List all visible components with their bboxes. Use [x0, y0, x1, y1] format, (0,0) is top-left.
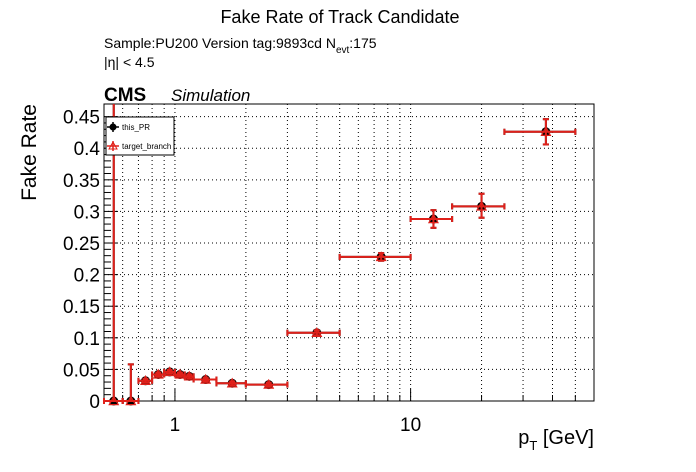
- data-point: [200, 373, 212, 384]
- data-point: [427, 213, 439, 224]
- x-axis-label-sub: T: [529, 438, 537, 453]
- y-tick-label: 0.3: [74, 202, 100, 223]
- y-tick-label: 0.45: [63, 108, 100, 129]
- data-point: [108, 395, 120, 406]
- data-point: [174, 368, 186, 379]
- y-tick-label: 0.35: [63, 171, 100, 192]
- legend-entry-this_PR: this_PR: [107, 122, 150, 132]
- y-tick-label: 0.2: [74, 266, 100, 287]
- y-tick-label: 0: [89, 392, 100, 413]
- chart-title: Fake Rate of Track Candidate: [220, 7, 459, 27]
- sample-info: Sample:PU200 Version tag:9893cd Nevt:175: [104, 35, 377, 56]
- x-tick-label: 1: [170, 415, 181, 436]
- legend-marker: [108, 140, 118, 150]
- legend-marker: [109, 123, 117, 131]
- y-axis-label: Fake Rate: [18, 104, 41, 201]
- simulation-label: Simulation: [171, 86, 250, 105]
- data-point: [226, 377, 238, 388]
- data-point: [311, 327, 323, 337]
- cms-label: CMS: [104, 85, 146, 106]
- legend-label: target_branch: [122, 142, 171, 151]
- data-point: [152, 368, 164, 379]
- data-point: [263, 378, 275, 389]
- y-tick-label: 0.05: [63, 360, 100, 381]
- x-tick-label: 10: [400, 415, 421, 436]
- data-point: [164, 366, 176, 377]
- y-tick-label: 0.25: [63, 234, 100, 255]
- y-tick-label: 0.15: [63, 297, 100, 318]
- y-tick-label: 0.1: [74, 329, 100, 350]
- data-point: [139, 375, 152, 385]
- x-axis-label-p: p: [518, 427, 529, 449]
- data-point: [540, 126, 552, 137]
- plot-frame: [103, 103, 595, 402]
- legend: this_PR target_branch: [105, 116, 175, 156]
- data-point: [125, 395, 137, 406]
- nevt-value: :175: [349, 35, 376, 51]
- nevt-subscript: evt: [336, 45, 350, 56]
- eta-cut-label: |η| < 4.5: [104, 54, 155, 70]
- x-axis-label: pT [GeV]: [518, 427, 594, 453]
- y-tick-label: 0.4: [74, 139, 101, 160]
- x-axis-label-unit: [GeV]: [537, 427, 594, 449]
- sample-info-text: Sample:PU200 Version tag:9893cd N: [104, 35, 336, 51]
- legend-label: this_PR: [122, 123, 150, 132]
- data-point: [375, 251, 387, 262]
- legend-entry-target_branch: target_branch: [107, 140, 171, 151]
- data-point: [183, 370, 195, 381]
- data-point: [476, 200, 488, 211]
